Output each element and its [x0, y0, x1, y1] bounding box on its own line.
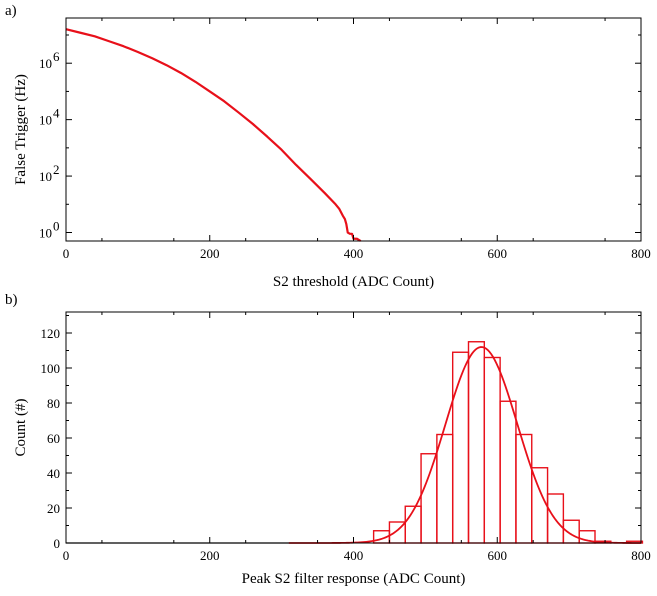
- histogram-bar: [515, 433, 533, 544]
- panel-b-y-tick-label: 20: [47, 501, 60, 516]
- histogram-bar: [436, 433, 454, 544]
- panel-a-y-tick-label: 10: [39, 56, 52, 71]
- panel-b-y-tick-label: 0: [54, 536, 61, 551]
- panel-b-y-tick-label: 40: [47, 466, 60, 481]
- panel-b: b) 0 200 400 600 800 0 20 40 60 80 100 120 Peak S2 …: [5, 292, 651, 587]
- panel-a-x-axis-title: S2 threshold (ADC Count): [273, 274, 434, 290]
- panel-a-label: a): [5, 3, 17, 19]
- panel-a-x-tick-label: 400: [344, 246, 364, 261]
- panel-a-y-tick-exponent: 4: [53, 106, 60, 121]
- false-trigger-curve: [65, 28, 362, 242]
- panel-a-plot-area: [65, 28, 362, 242]
- panel-b-x-tick-label: 0: [63, 548, 70, 563]
- panel-b-y-axis-title: Count (#): [13, 399, 29, 457]
- panel-b-x-tick-label: 800: [631, 548, 651, 563]
- panel-b-y-tick-label: 120: [41, 326, 61, 341]
- histogram-bar: [420, 453, 438, 544]
- panel-b-label: b): [5, 292, 18, 308]
- histogram-bar: [499, 400, 517, 544]
- panel-b-plot-area: [66, 341, 644, 544]
- panel-a-y-axis-title: False Trigger (Hz): [13, 74, 29, 185]
- histogram-bar: [483, 356, 501, 544]
- histogram-bar: [467, 341, 486, 544]
- histogram-bar: [451, 351, 470, 544]
- gaussian-fit-curve: [288, 346, 641, 544]
- panel-b-x-axis-title: Peak S2 filter response (ADC Count): [242, 571, 466, 587]
- panel-b-y-tick-label: 80: [47, 396, 60, 411]
- panel-a-x-tick-label: 0: [63, 246, 70, 261]
- panel-a-y-tick-exponent: 2: [53, 162, 60, 177]
- panel-a-frame: [65, 17, 642, 242]
- panel-b-x-tick-label: 200: [200, 548, 220, 563]
- panel-b-x-tick-label: 600: [488, 548, 508, 563]
- panel-a-y-tick-label: 10: [39, 113, 52, 128]
- panel-b-y-tick-label: 100: [41, 361, 61, 376]
- panel-a-x-tick-label: 200: [200, 246, 220, 261]
- panel-b-ticks: 0 200 400 600 800 0 20 40 60 80 100 120: [41, 312, 651, 563]
- panel-b-y-tick-label: 60: [47, 431, 60, 446]
- panel-b-frame: [65, 311, 642, 544]
- panel-a-y-tick-label: 10: [39, 226, 52, 241]
- panel-a-y-tick-label: 10: [39, 169, 52, 184]
- panel-b-x-tick-label: 400: [344, 548, 364, 563]
- histogram-bar: [531, 467, 549, 544]
- panel-a-x-tick-label: 800: [631, 246, 651, 261]
- panel-a-x-tick-label: 600: [488, 246, 508, 261]
- panel-a-y-tick-exponent: 0: [53, 219, 60, 234]
- panel-a-y-tick-exponent: 6: [53, 49, 60, 64]
